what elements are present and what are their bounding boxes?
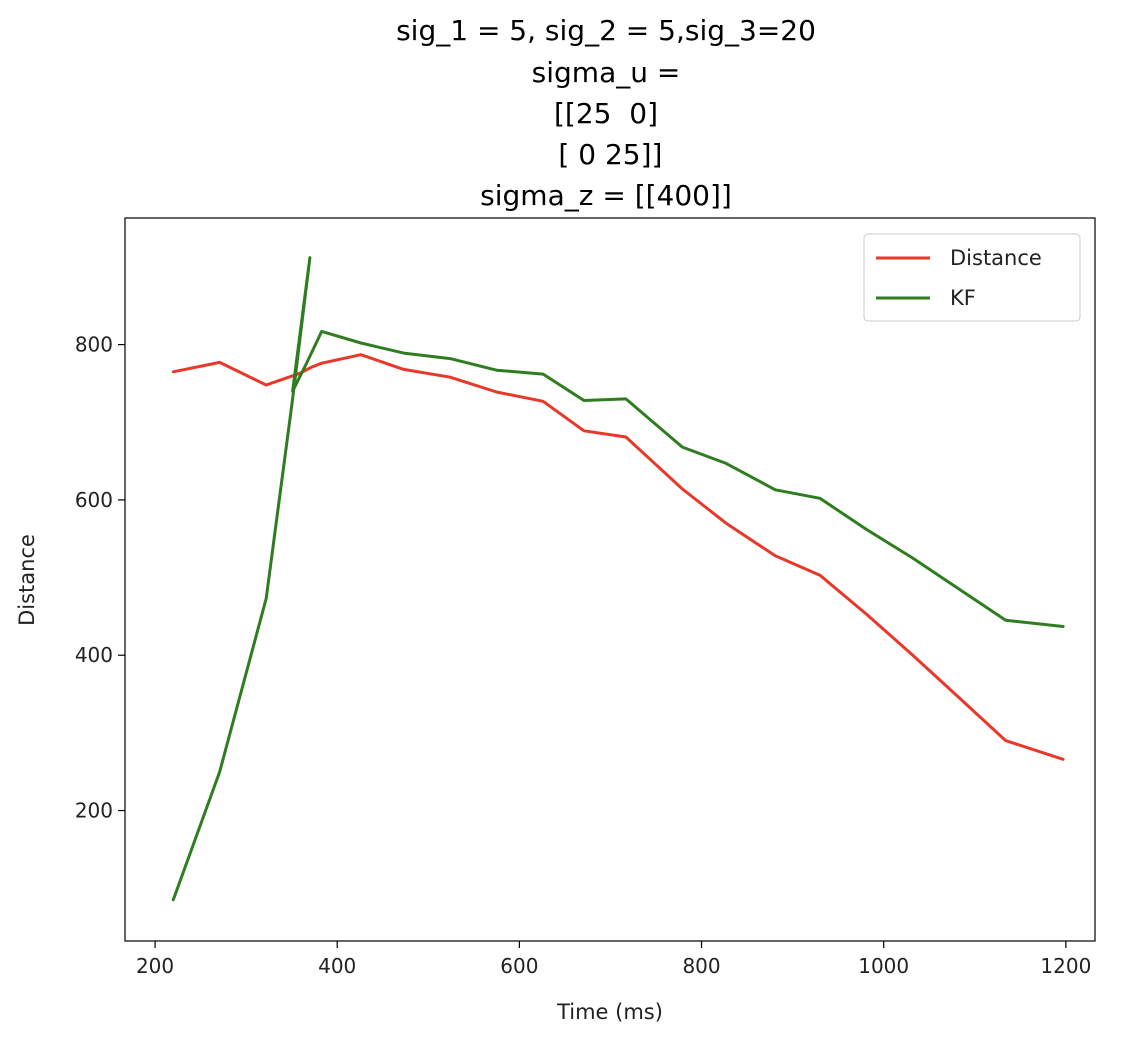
y-axis-label: Distance [15,534,39,626]
x-axis-label: Time (ms) [556,1000,663,1024]
x-tick-label: 800 [682,954,720,978]
x-tick-label: 200 [136,954,174,978]
x-tick-label: 600 [500,954,538,978]
title-line-2: sigma_u = [532,56,681,89]
legend-label-distance: Distance [950,246,1042,270]
chart-title: sig_1 = 5, sig_2 = 5,sig_3=20 sigma_u = … [396,14,816,212]
x-tick-label: 1000 [858,954,909,978]
title-line-5: sigma_z = [[400]] [480,179,732,212]
x-tick-label: 1200 [1040,954,1091,978]
title-line-3: [[25 0] [554,97,658,130]
x-axis: 200 400 600 800 1000 1200 [136,941,1091,978]
y-tick-label: 600 [75,488,113,512]
y-tick-label: 200 [75,799,113,823]
legend-label-kf: KF [950,286,976,310]
y-tick-label: 400 [75,643,113,667]
series-line-distance [171,353,1065,761]
title-line-4: [ 0 25]] [550,138,663,171]
plot-frame [124,217,1096,942]
x-tick-label: 400 [318,954,356,978]
title-line-1: sig_1 = 5, sig_2 = 5,sig_3=20 [396,14,816,47]
y-tick-label: 800 [75,333,113,357]
legend: Distance KF [863,233,1081,322]
y-axis: 200 400 600 800 [75,333,125,823]
series-layer [171,256,1065,902]
series-line-kf [171,256,1065,902]
